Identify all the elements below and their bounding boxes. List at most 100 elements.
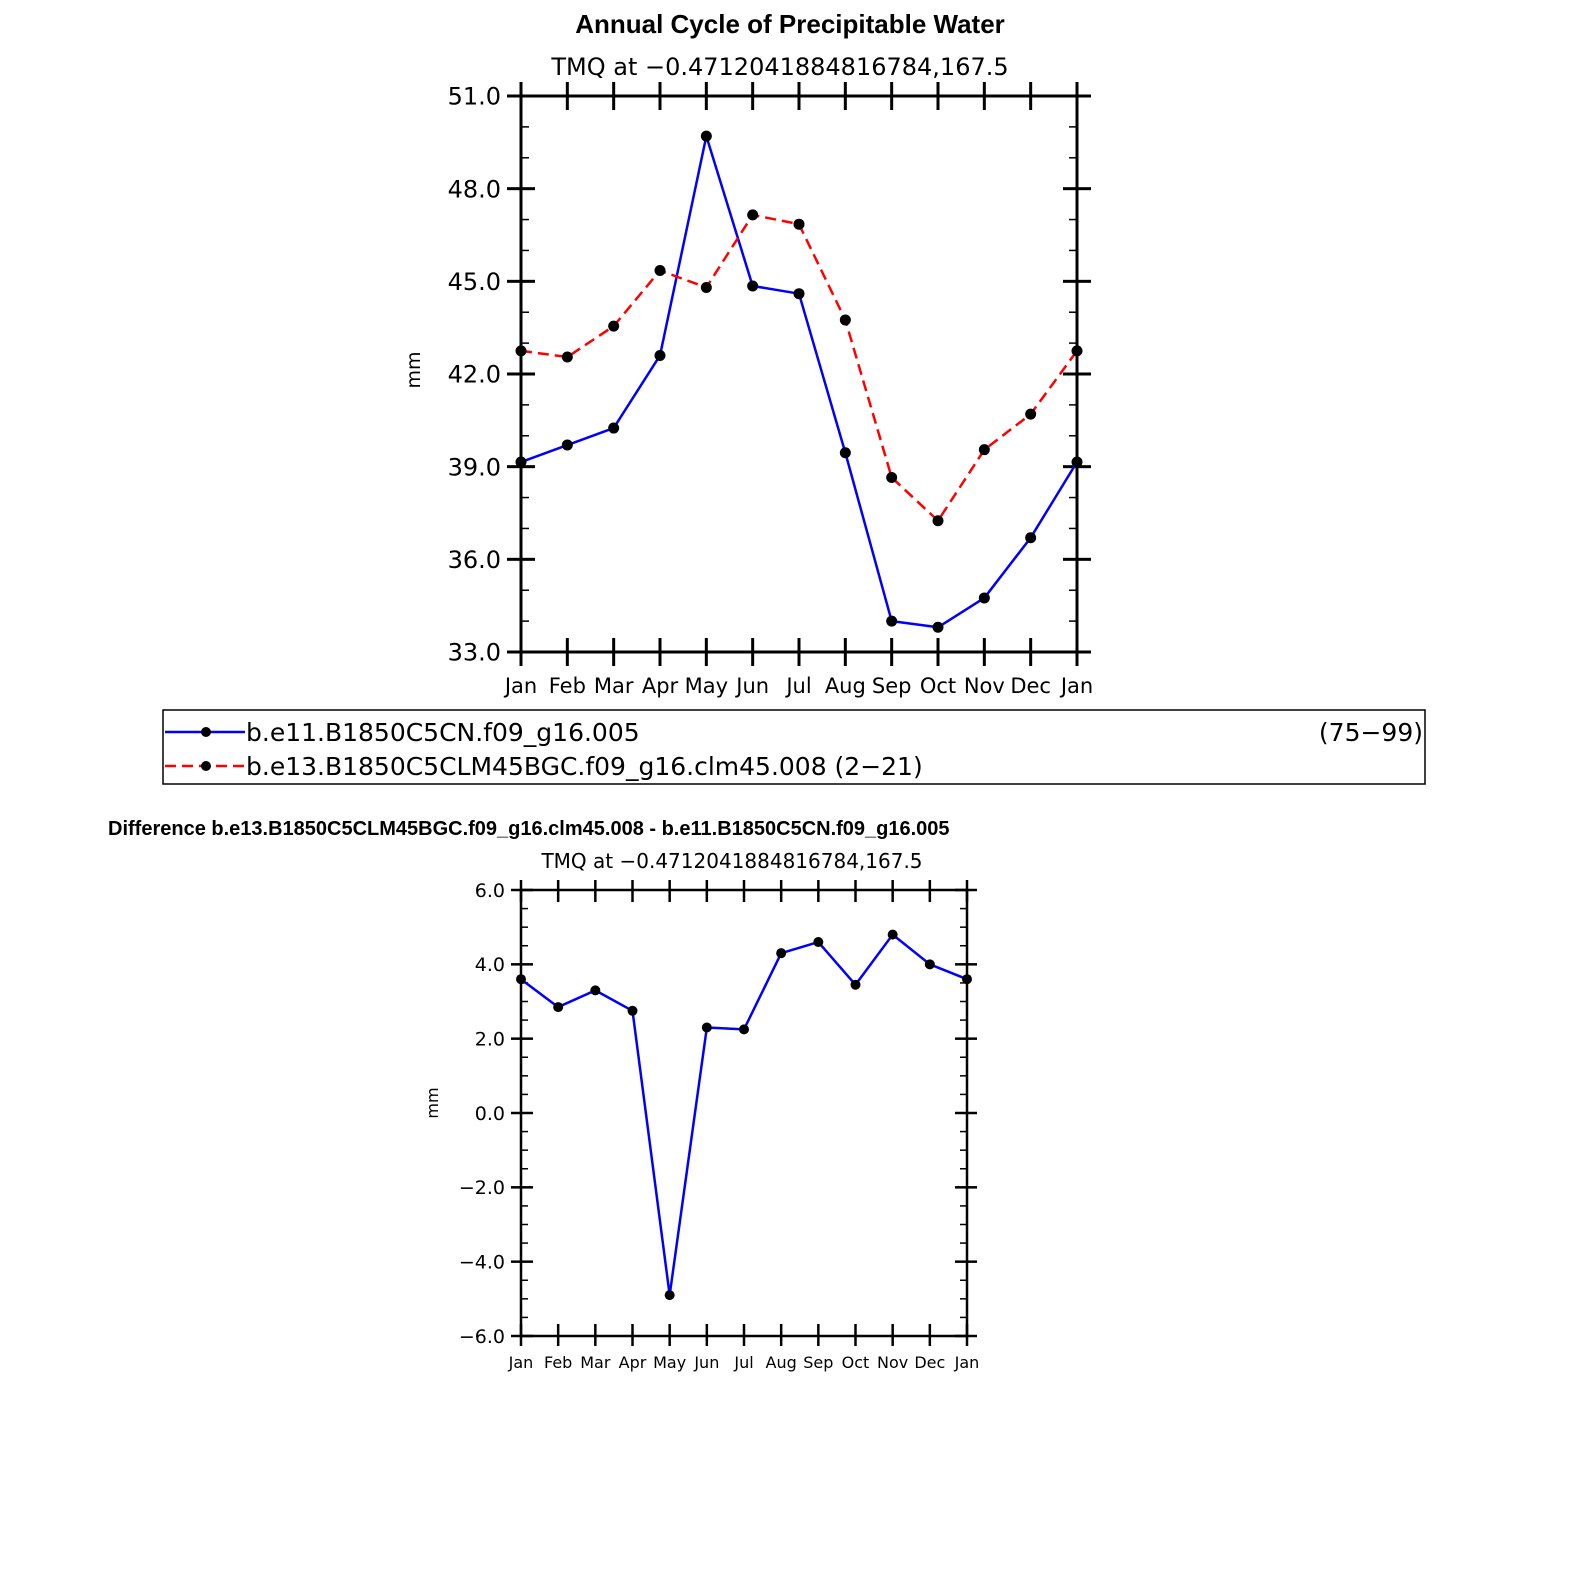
diff-x-tick-label: Feb [544,1353,572,1372]
diff-series-line-0 [520,933,968,1297]
y-tick-label: 39.0 [448,453,501,481]
diff-x-tick-label: Mar [580,1353,611,1372]
data-point [1025,532,1037,544]
legend-marker-red [201,761,211,771]
x-tick-label: Dec [1010,674,1051,698]
difference-subtitle: TMQ at −0.4712041884816784,167.5 [540,849,922,873]
data-point [886,615,898,627]
diff-x-tick-label: Jul [733,1353,753,1372]
data-point [793,288,805,300]
diff-data-point [553,1002,564,1013]
diff-x-tick-label: Jan [508,1353,534,1372]
difference-plot-axes: −6.0 −4.0 −2.0 0.0 2.0 4.0 6.0 Jan Feb Mar Apr May J… [459,880,979,1372]
legend-label-blue: b.e11.B1850C5CN.f09_g16.005 [246,718,640,747]
plot-frame [519,94,1079,654]
diff-data-point [887,929,898,940]
legend-marker-blue [201,727,211,737]
diff-x-tick-label: Nov [877,1353,908,1372]
x-tick-label: Oct [920,674,956,698]
x-tick-label: May [685,674,728,698]
x-tick-label: Jul [784,674,811,698]
diff-data-point [590,985,601,996]
data-point [515,345,527,357]
diff-y-tick-label: −4.0 [459,1252,505,1274]
y-tick-label: 45.0 [448,268,501,296]
data-point [1071,456,1083,468]
legend-years-blue: (75−99) [1319,718,1423,747]
legend-box [162,709,1426,785]
data-point [839,314,851,326]
diff-data-point [813,937,824,948]
diff-x-tick-label: Jun [693,1353,719,1372]
series-layer [515,130,1083,633]
data-point [608,320,620,332]
difference-chart: Difference b.e13.B1850C5CLM45BGC.f09_g16… [108,818,979,1372]
x-tick-label: Mar [594,674,634,698]
diff-x-tick-label: Sep [803,1353,833,1372]
data-point [839,447,851,459]
diff-data-point [701,1022,712,1033]
diff-x-tick-label: May [653,1353,686,1372]
data-point [700,130,712,142]
y-tick-label: 33.0 [448,639,501,667]
y-tick-label: 42.0 [448,361,501,389]
data-point [793,218,805,230]
diff-x-tick-label: Apr [619,1353,647,1372]
data-point [654,349,666,361]
x-tick-label: Sep [872,674,912,698]
data-point [932,621,944,633]
diff-x-tick-label: Jan [954,1353,980,1372]
data-point [561,439,573,451]
x-tick-label: Jan [1059,674,1093,698]
diff-data-point [850,979,861,990]
x-tick-label: Jan [503,674,537,698]
y-tick-label: 36.0 [448,546,501,574]
data-point [747,209,759,221]
data-point [886,471,898,483]
diff-y-tick-label: 6.0 [475,880,505,902]
y-tick-label: 51.0 [448,83,501,111]
x-tick-label: Jun [734,674,769,698]
data-point [978,444,990,456]
diff-y-tick-label: −6.0 [459,1326,505,1348]
x-tick-label: Nov [964,674,1005,698]
diff-data-point [776,948,787,959]
data-point [932,515,944,527]
difference-title: Difference b.e13.B1850C5CLM45BGC.f09_g16… [108,818,950,840]
diff-y-tick-label: 4.0 [475,954,505,976]
diff-y-tick-label: −2.0 [459,1177,505,1199]
chart-subtitle: TMQ at −0.4712041884816784,167.5 [550,53,1008,81]
diff-data-point [664,1290,675,1301]
diff-x-tick-label: Oct [842,1353,870,1372]
data-point [515,456,527,468]
diff-data-point [627,1005,638,1016]
diff-data-point [924,959,935,970]
difference-series-layer [516,929,972,1301]
x-tick-label: Aug [825,674,866,698]
series-line-0 [520,134,1079,629]
data-point [1025,408,1037,420]
diff-data-point [739,1024,749,1035]
data-point [1071,345,1083,357]
diff-y-tick-label: 2.0 [475,1029,505,1051]
diff-data-point [962,974,972,985]
diff-plot-frame [519,888,969,1338]
legend: b.e11.B1850C5CN.f09_g16.005 (75−99) b.e1… [162,709,1426,785]
annual-cycle-chart: Annual Cycle of Precipitable Water TMQ a… [162,9,1426,785]
plot-axes: 33.0 36.0 39.0 42.0 45.0 48.0 51.0 Jan Feb Mar Apr… [448,82,1093,698]
x-tick-label: Feb [549,674,586,698]
data-point [608,422,620,434]
legend-label-red: b.e13.B1850C5CLM45BGC.f09_g16.clm45.008 … [246,752,923,781]
diff-x-tick-label: Dec [914,1353,945,1372]
data-point [978,592,990,604]
series-line-1 [520,213,1079,522]
diff-x-tick-label: Aug [766,1353,797,1372]
diff-y-tick-label: 0.0 [475,1103,505,1125]
chart-title: Annual Cycle of Precipitable Water [575,9,1005,39]
x-tick-label: Apr [642,674,679,698]
y-axis-label: mm [403,351,425,388]
data-point [700,282,712,294]
data-point [747,280,759,292]
data-point [654,265,666,277]
